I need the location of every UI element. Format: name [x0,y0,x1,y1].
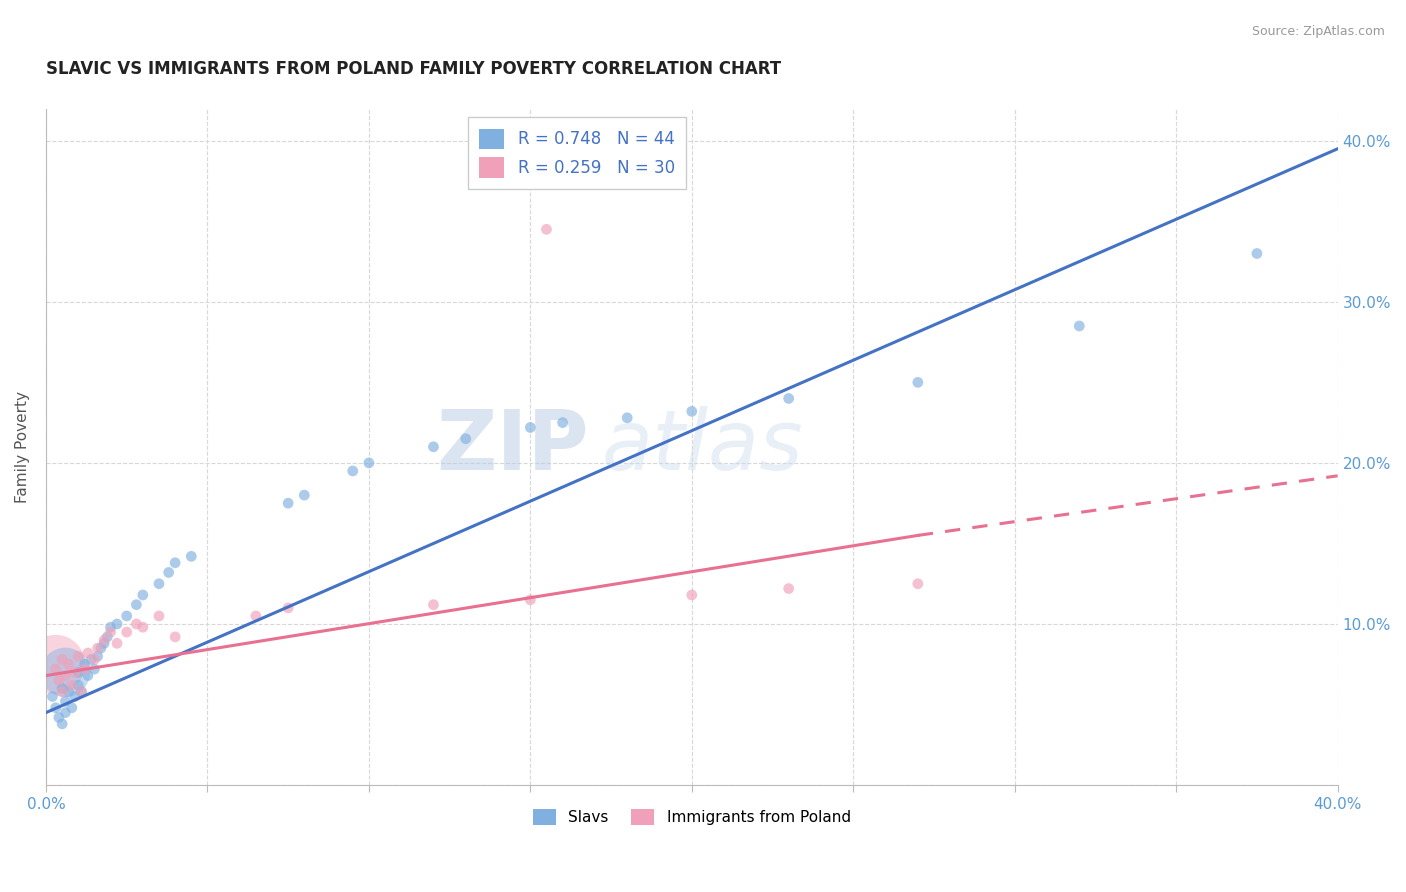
Point [60,678,83,692]
Point [551,416,574,430]
Point [536,222,558,236]
Point [51,717,73,731]
Point [63,665,86,680]
Point [53,668,76,682]
Point [58,684,80,698]
Point [342,464,364,478]
Point [83,652,105,666]
Point [115,609,138,624]
Point [77,668,100,682]
Point [616,410,638,425]
Point [45,662,67,676]
Point [778,392,800,406]
Point [53,706,76,720]
Point [73,657,96,672]
Point [907,576,929,591]
Point [148,609,170,624]
Point [125,598,148,612]
Point [60,700,83,714]
Point [67,649,90,664]
Point [778,582,800,596]
Point [245,609,267,624]
Point [45,700,67,714]
Point [86,641,108,656]
Point [96,630,118,644]
Point [63,690,86,704]
Point [53,665,76,680]
Point [132,620,155,634]
Point [1246,246,1268,260]
Point [53,694,76,708]
Point [48,673,70,688]
Point [454,432,477,446]
Y-axis label: Family Poverty: Family Poverty [15,391,30,503]
Point [51,652,73,666]
Point [519,592,541,607]
Point [51,681,73,696]
Point [157,566,180,580]
Point [292,488,315,502]
Text: atlas: atlas [602,406,803,487]
Point [80,652,103,666]
Point [67,678,90,692]
Point [277,600,299,615]
Point [180,549,202,564]
Point [115,625,138,640]
Point [77,646,100,660]
Point [93,636,115,650]
Point [73,662,96,676]
Point [41,690,63,704]
Point [165,556,187,570]
Point [125,617,148,632]
Point [67,665,90,680]
Point [105,636,128,650]
Point [100,620,122,634]
Point [86,649,108,664]
Point [422,598,444,612]
Point [100,625,122,640]
Point [93,633,115,648]
Point [519,420,541,434]
Point [51,684,73,698]
Text: Source: ZipAtlas.com: Source: ZipAtlas.com [1251,25,1385,38]
Point [70,684,93,698]
Point [422,440,444,454]
Text: SLAVIC VS IMMIGRANTS FROM POLAND FAMILY POVERTY CORRELATION CHART: SLAVIC VS IMMIGRANTS FROM POLAND FAMILY … [46,60,782,78]
Point [90,641,112,656]
Point [681,588,703,602]
Point [83,662,105,676]
Point [132,588,155,602]
Point [148,576,170,591]
Point [45,657,67,672]
Point [165,630,187,644]
Point [681,404,703,418]
Point [357,456,380,470]
Point [70,684,93,698]
Point [907,376,929,390]
Point [48,710,70,724]
Point [277,496,299,510]
Legend: Slavs, Immigrants from Poland: Slavs, Immigrants from Poland [527,804,856,831]
Point [1069,318,1091,333]
Point [105,617,128,632]
Point [58,657,80,672]
Text: ZIP: ZIP [436,406,589,487]
